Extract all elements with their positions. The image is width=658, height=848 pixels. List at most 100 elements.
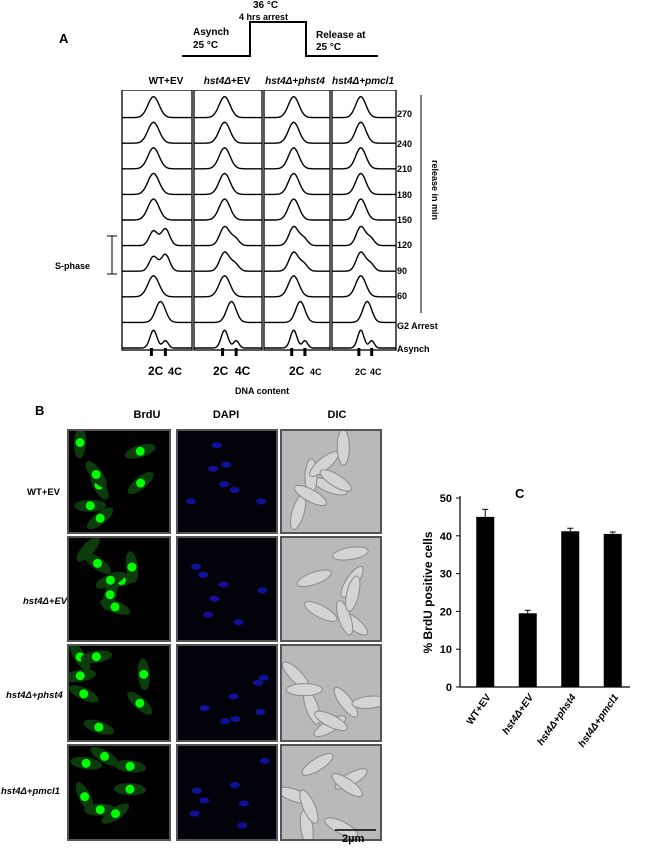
dic-cell [290, 494, 307, 531]
micrograph-brdu [67, 429, 171, 534]
dic-cell [337, 610, 369, 636]
dapi-nucleus [185, 498, 196, 505]
row-label-270: 270 [397, 109, 413, 119]
dic-cell [312, 477, 348, 496]
flow-histogram [264, 95, 330, 119]
dapi-nucleus [218, 581, 229, 588]
tick-2c-col2: 2C [213, 364, 229, 378]
dapi-nucleus [229, 486, 240, 493]
dapi-nucleus [253, 679, 264, 686]
schematic-release-temp: 25 °C [316, 42, 342, 53]
flow-histogram [264, 300, 330, 324]
y-tick-label: 30 [440, 569, 452, 581]
dapi-nucleus [208, 465, 219, 472]
row-label-180: 180 [397, 190, 413, 200]
flow-col-header-wt: WT+EV [148, 76, 184, 87]
cell-outline [137, 658, 150, 691]
cell-outline [125, 551, 139, 583]
dic-cell [332, 546, 369, 561]
micrograph-dapi [176, 536, 278, 642]
micrograph-dapi [176, 744, 278, 841]
flow-histogram [332, 147, 396, 170]
scale-bar-label: 2µm [342, 833, 365, 845]
dapi-nucleus [230, 716, 241, 723]
brdu-nucleus [93, 558, 103, 568]
dic-cell [313, 715, 347, 738]
row-label-120: 120 [397, 240, 413, 250]
bar [476, 516, 495, 687]
row-label-210: 210 [397, 164, 413, 174]
micrograph-dapi [176, 644, 278, 742]
y-tick-label: 10 [440, 644, 452, 656]
flow-histogram [264, 198, 330, 221]
s-phase-bracket [107, 235, 117, 275]
brdu-nucleus [116, 576, 126, 586]
x-tick-label: WT+EV [465, 692, 494, 727]
flow-histogram [264, 225, 330, 247]
cell-outline [89, 470, 109, 500]
dapi-nucleus [229, 782, 240, 789]
dic-cell [299, 789, 319, 824]
dic-cell [331, 773, 363, 798]
dna-content-xlabel: DNA content [235, 386, 290, 396]
flow-histogram [194, 147, 262, 170]
micrograph-dic [280, 644, 382, 742]
flow-histogram [332, 275, 396, 298]
dic-cell [309, 451, 339, 477]
dapi-nucleus [228, 693, 239, 700]
row-label-240: 240 [397, 139, 413, 149]
s-phase-label: S-phase [55, 261, 91, 271]
dic-cell [282, 661, 310, 690]
flow-histogram [122, 121, 192, 144]
dic-cell [314, 710, 348, 732]
flow-histogram [332, 95, 396, 119]
cell-outline [85, 461, 107, 488]
cell-outline [127, 691, 153, 715]
cell-outline [70, 756, 102, 770]
flow-histogram [264, 172, 330, 196]
cell-outline [73, 431, 87, 459]
flow-histogram [332, 329, 396, 349]
flow-col-header-hst4-ev: hst4Δ+EV [203, 76, 251, 87]
scale-bar [335, 829, 376, 831]
dic-cell [319, 469, 352, 492]
flow-histogram [332, 225, 396, 247]
dapi-nucleus [255, 708, 266, 715]
micro-col-header-dapi: DAPI [212, 409, 240, 421]
dic-cell [304, 458, 318, 496]
micrograph-brdu [67, 744, 171, 841]
flow-histogram [122, 329, 192, 349]
brdu-nucleus [136, 478, 146, 488]
brdu-nucleus [125, 784, 135, 794]
dapi-nucleus [198, 571, 209, 578]
dic-cell [296, 569, 332, 588]
flow-histogram [194, 172, 262, 196]
dapi-nucleus [257, 587, 268, 594]
cell-outline [114, 760, 146, 773]
dapi-nucleus [209, 595, 220, 602]
cell-outline [90, 746, 119, 767]
flow-histogram [264, 147, 330, 170]
schematic-release-label: Release at [316, 30, 366, 41]
tick-2c-col3: 2C [289, 364, 305, 378]
tick-4c-col3: 4C [310, 367, 322, 377]
dapi-nucleus [191, 563, 202, 570]
dapi-nucleus [221, 461, 232, 468]
cell-outline [74, 499, 107, 512]
dapi-nucleus [203, 611, 214, 618]
brdu-nucleus [139, 669, 149, 679]
dapi-nucleus [256, 498, 267, 505]
row-label-150: 150 [397, 215, 413, 225]
release-in-min-label: release in min [430, 159, 440, 221]
flow-cytometry-profiles [121, 90, 397, 356]
flow-histogram [332, 300, 396, 324]
dic-cell [285, 683, 323, 697]
flow-histogram [194, 329, 262, 349]
dic-cell [299, 809, 314, 839]
brdu-nucleus [81, 758, 91, 768]
brdu-nucleus [75, 652, 85, 662]
flow-histogram [264, 251, 330, 272]
x-tick-label: hst4Δ+EV [501, 691, 537, 736]
micrograph-dic [280, 429, 382, 534]
dapi-nucleus [258, 674, 269, 681]
